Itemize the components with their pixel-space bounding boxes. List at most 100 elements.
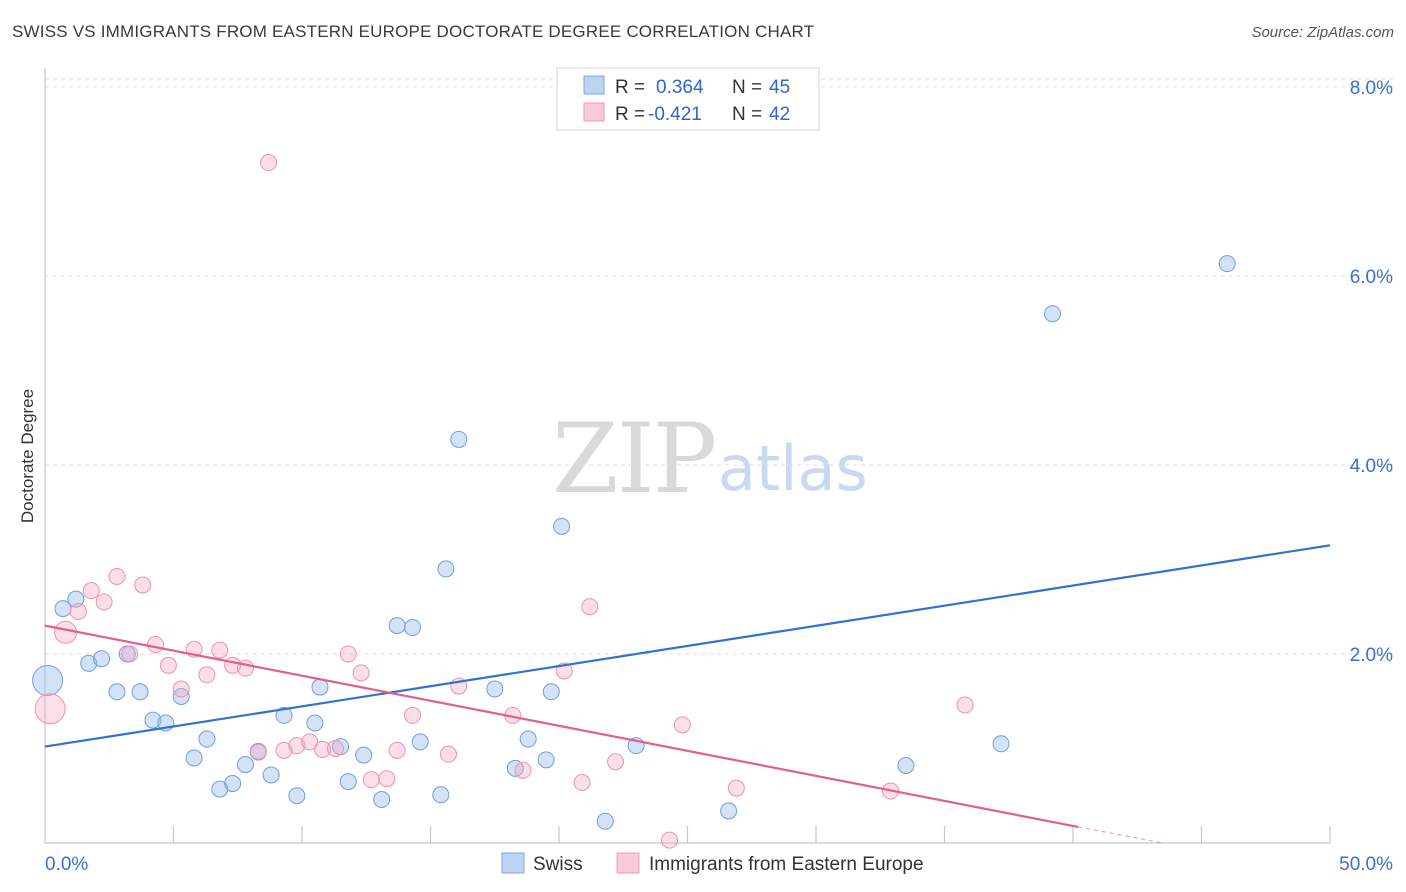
eastern-europe-point	[69, 602, 87, 620]
swiss-point	[211, 780, 229, 798]
swiss-point	[236, 756, 254, 774]
chart-source: Source: ZipAtlas.com	[1251, 24, 1394, 41]
y-tick-label: 6.0%	[1350, 267, 1393, 288]
swiss-r-label: R =	[615, 77, 645, 98]
y-tick-label: 4.0%	[1350, 456, 1393, 477]
eastern-europe-legend-swatch	[583, 102, 605, 122]
eastern-europe-point	[159, 656, 177, 674]
swiss-point	[411, 733, 429, 751]
swiss-point	[553, 517, 571, 535]
eastern-europe-point	[352, 664, 370, 682]
swiss-point	[992, 735, 1010, 753]
eastern-europe-point	[288, 737, 306, 755]
x-tick-label-max: 50.0%	[1339, 854, 1393, 875]
eastern-europe-point	[339, 645, 357, 663]
eastern-europe-trend-extension	[1078, 826, 1164, 844]
y-tick-label: 2.0%	[1350, 645, 1393, 666]
swiss-point	[108, 683, 126, 701]
swiss-point	[437, 560, 455, 578]
swiss-point	[32, 664, 64, 696]
eastern-europe-point	[34, 693, 66, 725]
swiss-point	[275, 706, 293, 724]
swiss-point	[388, 617, 406, 635]
swiss-point	[897, 757, 915, 774]
watermark: ZIP atlas	[552, 403, 868, 515]
swiss-point	[198, 730, 216, 748]
eastern-europe-point	[378, 770, 396, 788]
swiss-point	[450, 430, 468, 448]
swiss-point	[185, 749, 203, 767]
swiss-point	[288, 787, 306, 805]
eastern-europe-n-value: 42	[769, 104, 790, 125]
eastern-europe-n-label: N =	[732, 104, 762, 125]
swiss-r-value: 0.364	[656, 77, 704, 98]
swiss-point	[519, 730, 537, 748]
swiss-point	[404, 619, 422, 637]
chart-title: SWISS VS IMMIGRANTS FROM EASTERN EUROPE …	[12, 22, 815, 41]
swiss-point	[1043, 305, 1061, 323]
eastern-europe-r-label: R =	[615, 104, 645, 125]
swiss-trend-line	[44, 544, 1331, 748]
eastern-europe-point	[673, 716, 691, 734]
stats-legend: R = 0.364 N = 45 R = -0.421 N = 42	[556, 67, 820, 131]
legend-label-eastern-europe: Immigrants from Eastern Europe	[649, 854, 924, 875]
swiss-point	[144, 711, 162, 729]
eastern-europe-point	[260, 154, 278, 172]
swiss-point	[355, 746, 373, 764]
eastern-europe-point	[362, 771, 380, 789]
watermark-zip: ZIP	[552, 403, 715, 515]
eastern-europe-point	[661, 831, 679, 849]
eastern-europe-point	[95, 593, 113, 611]
eastern-europe-point	[82, 582, 100, 600]
eastern-europe-point	[134, 576, 152, 594]
eastern-europe-point	[388, 741, 406, 759]
swiss-point	[339, 773, 357, 791]
scatter-points	[32, 154, 1236, 849]
legend-swatch-swiss	[501, 852, 525, 874]
eastern-europe-point	[275, 741, 293, 759]
eastern-europe-point	[581, 598, 599, 616]
swiss-point	[1218, 255, 1236, 273]
swiss-legend-swatch	[583, 75, 605, 95]
swiss-point	[373, 791, 391, 809]
eastern-europe-point	[121, 645, 139, 663]
swiss-n-value: 45	[769, 77, 790, 98]
series-legend: Swiss Immigrants from Eastern Europe	[501, 852, 924, 875]
eastern-europe-point	[439, 745, 457, 763]
swiss-point	[262, 766, 280, 784]
swiss-point	[131, 683, 149, 701]
swiss-point	[720, 802, 738, 820]
trend-lines	[44, 544, 1331, 844]
eastern-europe-trend-line	[44, 624, 1079, 829]
swiss-n-label: N =	[732, 77, 762, 98]
eastern-europe-point	[956, 696, 974, 714]
swiss-point	[93, 650, 111, 668]
eastern-europe-point	[314, 740, 332, 758]
legend-label-swiss: Swiss	[533, 854, 583, 875]
swiss-point	[311, 678, 329, 696]
y-axis-label: Doctorate Degree	[18, 389, 37, 523]
eastern-europe-point	[514, 761, 532, 779]
eastern-europe-point	[607, 753, 625, 771]
eastern-europe-point	[727, 779, 745, 797]
eastern-europe-r-value: -0.421	[648, 104, 702, 125]
y-tick-labels: 2.0% 4.0% 6.0% 8.0%	[1350, 78, 1393, 666]
swiss-point	[306, 714, 324, 732]
swiss-point	[224, 774, 242, 792]
x-ticks	[172, 826, 1331, 843]
eastern-europe-point	[172, 680, 190, 698]
legend-swatch-eastern-europe	[616, 852, 640, 874]
swiss-point	[80, 654, 98, 672]
swiss-point	[432, 786, 450, 804]
eastern-europe-point	[301, 733, 319, 751]
eastern-europe-point	[198, 666, 216, 684]
eastern-europe-point	[326, 739, 344, 757]
eastern-europe-point	[147, 636, 165, 654]
x-tick-label-min: 0.0%	[45, 854, 88, 875]
swiss-point	[542, 683, 560, 701]
swiss-point	[486, 680, 504, 698]
eastern-europe-point	[108, 567, 126, 585]
swiss-point	[596, 812, 614, 830]
watermark-atlas: atlas	[718, 432, 868, 505]
